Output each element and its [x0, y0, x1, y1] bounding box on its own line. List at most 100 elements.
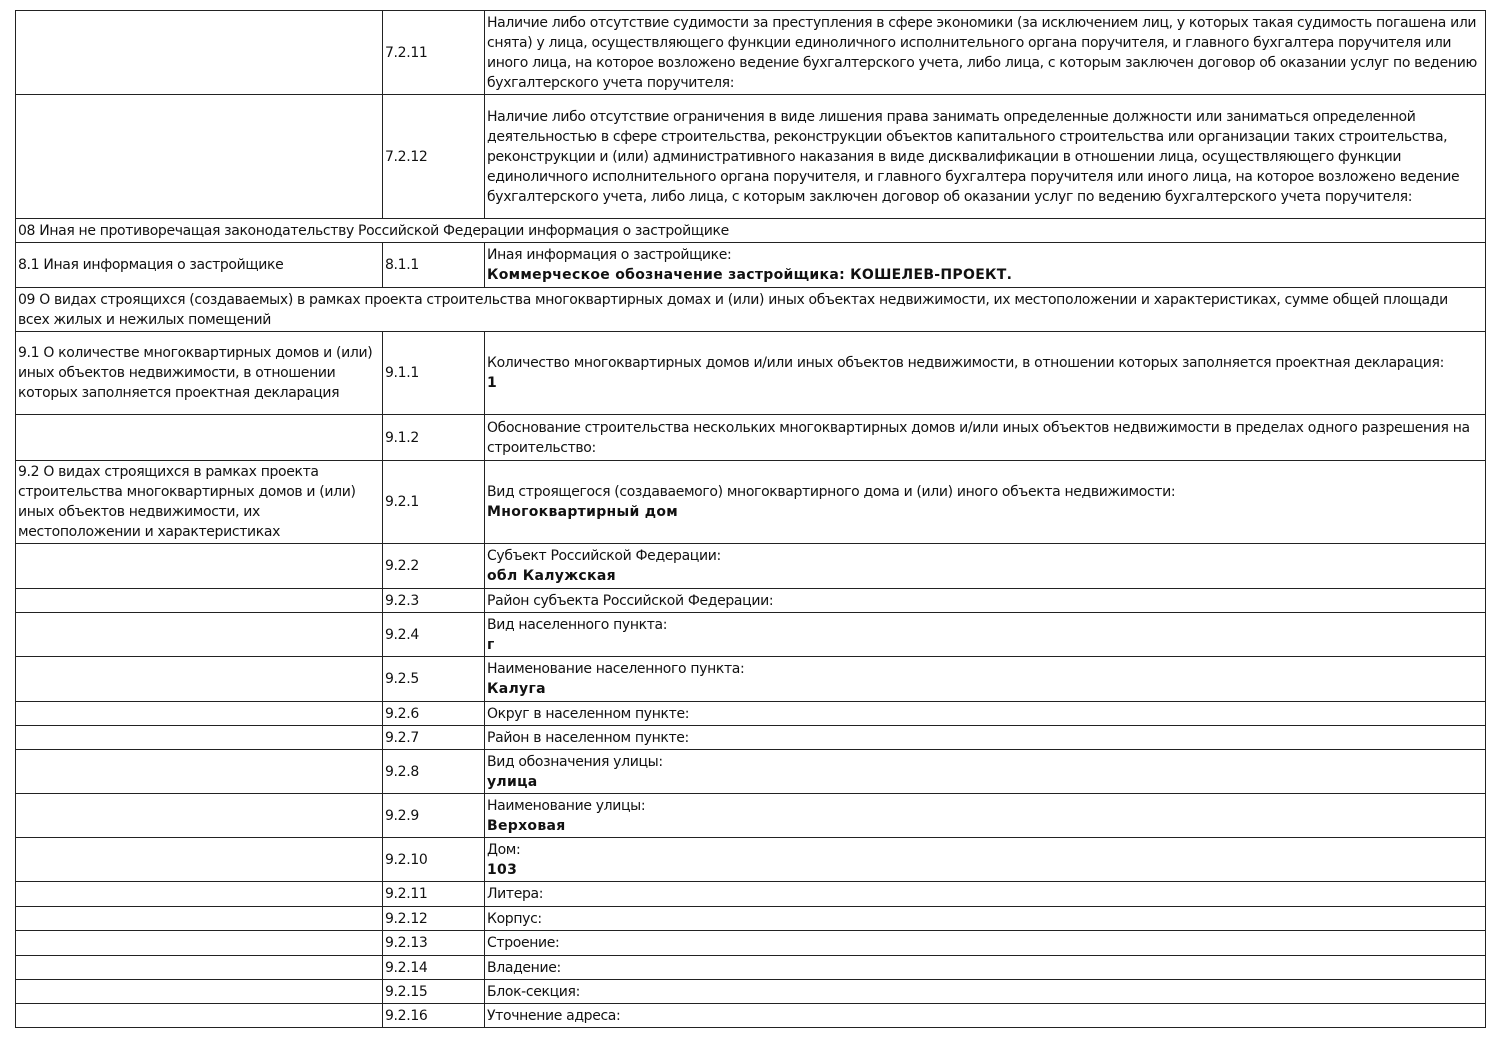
item-content: Количество многоквартирных домов и/или и…	[484, 331, 1486, 415]
section-header-row: 08 Иная не противоречащая законодательст…	[15, 218, 1486, 243]
section-title	[15, 979, 383, 1004]
item-code: 9.2.13	[382, 930, 485, 956]
table-row: 9.2.9 Наименование улицы: Верховая	[15, 793, 1486, 838]
section-title	[15, 749, 383, 794]
item-code: 9.2.5	[382, 656, 485, 702]
item-code: 9.2.3	[382, 588, 485, 613]
item-label: Вид обозначения улицы:	[487, 753, 663, 770]
item-code: 9.2.2	[382, 543, 485, 589]
item-content: Вид строящегося (создаваемого) многоквар…	[484, 460, 1486, 544]
section-header: 08 Иная не противоречащая законодательст…	[15, 218, 1486, 243]
item-value: 1	[487, 375, 498, 391]
table-row: 9.2.8 Вид обозначения улицы: улица	[15, 749, 1486, 794]
item-code: 9.2.16	[382, 1003, 485, 1028]
table-row: 7.2.12 Наличие либо отсутствие ограничени…	[15, 94, 1486, 219]
item-label: Субъект Российской Федерации:	[487, 548, 721, 564]
item-code: 9.2.9	[382, 793, 485, 838]
section-title	[15, 906, 383, 931]
table-row: 9.2.2 Субъект Российской Федерации: обл Ка…	[15, 543, 1486, 589]
item-label: Вид населенного пункта:	[487, 616, 668, 633]
item-code: 9.2.1	[382, 460, 485, 544]
item-label: Округ в населенном пункте:	[487, 705, 690, 722]
table-row: 7.2.11 Наличие либо отсутствие судимости …	[15, 10, 1486, 95]
item-code: 9.1.1	[382, 331, 485, 415]
item-content: Литера:	[484, 881, 1486, 907]
item-label: Владение:	[487, 959, 561, 976]
section-title	[15, 10, 383, 95]
table-row: 9.2.12 Корпус:	[15, 906, 1486, 931]
item-value: Верховая	[487, 817, 566, 834]
item-code: 9.2.7	[382, 725, 485, 750]
item-code: 9.2.12	[382, 906, 485, 931]
declaration-table: 7.2.11 Наличие либо отсутствие судимости …	[15, 10, 1486, 1028]
section-title: 9.2 О видах строящихся в рамках проекта …	[15, 460, 383, 544]
item-content: Округ в населенном пункте:	[484, 701, 1486, 726]
item-content: Вид населенного пункта: г	[484, 612, 1486, 657]
item-label: Блок-секция:	[487, 983, 580, 1000]
section-title	[15, 612, 383, 657]
section-title: 8.1 Иная информация о застройщике	[15, 242, 383, 288]
section-title	[15, 881, 383, 907]
item-value: Многоквартирный дом	[487, 504, 679, 520]
item-content: Уточнение адреса:	[484, 1003, 1486, 1028]
table-row: 9.2.11 Литера:	[15, 881, 1486, 907]
item-label: Количество многоквартирных домов и/или и…	[487, 355, 1444, 371]
item-content: Владение:	[484, 955, 1486, 980]
section-title	[15, 543, 383, 589]
section-title	[15, 930, 383, 956]
item-value: обл Калужская	[487, 568, 616, 584]
table-row: 9.2.6 Округ в населенном пункте:	[15, 701, 1486, 726]
table-row: 9.2.15 Блок-секция:	[15, 979, 1486, 1004]
item-code: 9.2.14	[382, 955, 485, 980]
item-content: Район в населенном пункте:	[484, 725, 1486, 750]
section-title	[15, 701, 383, 726]
table-row: 9.2.3 Район субъекта Российской Федерации…	[15, 588, 1486, 613]
section-header: 09 О видах строящихся (создаваемых) в ра…	[15, 287, 1486, 332]
item-content: Дом: 103	[484, 837, 1486, 882]
item-value: Калуга	[487, 681, 546, 697]
item-content: Район субъекта Российской Федерации:	[484, 588, 1486, 613]
item-label: Наличие либо отсутствие судимости за пре…	[487, 14, 1477, 91]
item-code: 9.1.2	[382, 414, 485, 461]
item-label: Наименование населенного пункта:	[487, 661, 745, 677]
item-code: 9.2.11	[382, 881, 485, 907]
item-content: Наличие либо отсутствие ограничения в ви…	[484, 94, 1486, 219]
section-title	[15, 588, 383, 613]
item-content: Обоснование строительства нескольких мно…	[484, 414, 1486, 461]
section-title	[15, 837, 383, 882]
table-row: 9.2.5 Наименование населенного пункта: Кал…	[15, 656, 1486, 702]
item-label: Обоснование строительства нескольких мно…	[487, 419, 1470, 456]
section-title: 9.1 О количестве многоквартирных домов и…	[15, 331, 383, 415]
item-label: Район субъекта Российской Федерации:	[487, 592, 774, 609]
item-content: Корпус:	[484, 906, 1486, 931]
item-code: 9.2.6	[382, 701, 485, 726]
table-row: 9.2.13 Строение:	[15, 930, 1486, 956]
item-content: Субъект Российской Федерации: обл Калужск…	[484, 543, 1486, 589]
item-content: Блок-секция:	[484, 979, 1486, 1004]
item-content: Иная информация о застройщике: Коммерческ…	[484, 242, 1486, 288]
section-title	[15, 656, 383, 702]
item-content: Вид обозначения улицы: улица	[484, 749, 1486, 794]
item-content: Наименование населенного пункта: Калуга	[484, 656, 1486, 702]
item-label: Корпус:	[487, 910, 542, 927]
section-title	[15, 1003, 383, 1028]
section-header-row: 09 О видах строящихся (создаваемых) в ра…	[15, 287, 1486, 332]
item-value: Коммерческое обозначение застройщика: КО…	[487, 267, 1013, 283]
item-code: 9.2.4	[382, 612, 485, 657]
item-code: 9.2.8	[382, 749, 485, 794]
item-label: Район в населенном пункте:	[487, 729, 689, 746]
table-row: 9.2.4 Вид населенного пункта: г	[15, 612, 1486, 657]
table-row: 9.2.10 Дом: 103	[15, 837, 1486, 882]
table-row: 9.2 О видах строящихся в рамках проекта …	[15, 460, 1486, 544]
section-title	[15, 793, 383, 838]
section-title	[15, 94, 383, 219]
item-label: Иная информация о застройщике:	[487, 247, 732, 263]
section-title	[15, 955, 383, 980]
item-content: Наличие либо отсутствие судимости за пре…	[484, 10, 1486, 95]
table-row: 9.2.14 Владение:	[15, 955, 1486, 980]
item-label: Вид строящегося (создаваемого) многоквар…	[487, 484, 1176, 500]
item-code: 8.1.1	[382, 242, 485, 288]
table-row: 8.1 Иная информация о застройщике 8.1.1 Ин…	[15, 242, 1486, 288]
table-row: 9.1.2 Обоснование строительства нескольки…	[15, 414, 1486, 461]
section-title	[15, 725, 383, 750]
